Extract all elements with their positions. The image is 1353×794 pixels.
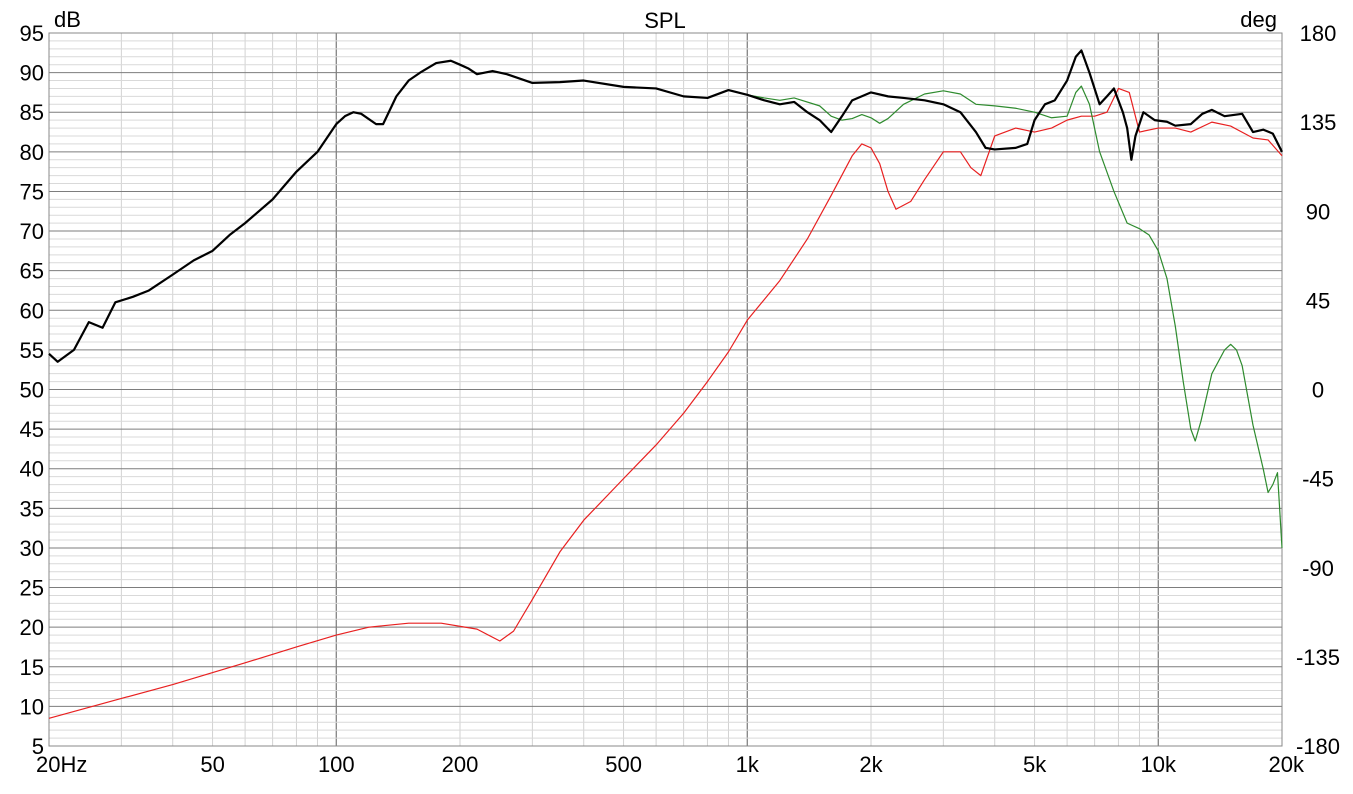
x-tick-label: 5k: [1023, 752, 1047, 777]
y2-tick-label: -180: [1296, 734, 1340, 759]
y-tick-label: 40: [20, 457, 44, 482]
y-tick-label: 65: [20, 259, 44, 284]
y-tick-label: 15: [20, 655, 44, 680]
y-tick-label: 60: [20, 298, 44, 323]
series-line-1: [48, 49, 1283, 363]
plot-frame: [48, 32, 1283, 747]
y-tick-label: 55: [20, 338, 44, 363]
y-tick-label: 35: [20, 496, 44, 521]
y-tick-label: 70: [20, 219, 44, 244]
y-tick-label: 10: [20, 694, 44, 719]
y2-tick-label: -90: [1302, 556, 1334, 581]
y-tick-label: 95: [20, 21, 44, 46]
series-lines: [48, 49, 1283, 719]
x-tick-label: 500: [605, 752, 642, 777]
y-tick-label: 25: [20, 576, 44, 601]
y2-tick-label: 180: [1300, 21, 1337, 46]
x-tick-label: 200: [442, 752, 479, 777]
y-tick-label: 80: [20, 140, 44, 165]
y2-tick-label: 45: [1306, 288, 1330, 313]
y2-axis-label: deg: [1240, 7, 1277, 32]
y2-tick-label: 90: [1306, 199, 1330, 224]
x-tick-label: 20k: [1269, 752, 1305, 777]
y-tick-labels: 95 90 85 80 75 70 65 60 55 50 45 40 35 30 25 20 15 10 5: [20, 21, 44, 759]
y2-tick-label: -45: [1302, 467, 1334, 492]
y-tick-label: 5: [32, 734, 44, 759]
x-tick-label: 2k: [859, 752, 883, 777]
y-tick-label: 50: [20, 378, 44, 403]
y-axis-label: dB: [54, 7, 81, 32]
x-tick-label: 100: [318, 752, 355, 777]
y-tick-label: 90: [20, 61, 44, 86]
x-tick-label: 1k: [736, 752, 760, 777]
x-tick-label: 20Hz: [36, 752, 87, 777]
x-tick-label: 50: [200, 752, 224, 777]
x-tick-label: 10k: [1141, 752, 1177, 777]
chart-title: SPL: [644, 8, 686, 33]
y-tick-label: 75: [20, 179, 44, 204]
series-line-3: [48, 87, 1283, 719]
y2-tick-label: -135: [1296, 645, 1340, 670]
grid: [49, 33, 1282, 746]
y2-tick-label: 0: [1312, 378, 1324, 403]
series-line-2: [48, 60, 1283, 548]
y2-tick-labels: 180 135 90 45 0 -45 -90 -135 -180: [1296, 21, 1340, 759]
y-tick-label: 30: [20, 536, 44, 561]
y2-tick-label: 135: [1300, 110, 1337, 135]
y-tick-label: 45: [20, 417, 44, 442]
x-tick-labels: 20Hz 50 100 200 500 1k 2k 5k 10k 20k: [36, 752, 1305, 777]
y-tick-label: 20: [20, 615, 44, 640]
y-tick-label: 85: [20, 100, 44, 125]
